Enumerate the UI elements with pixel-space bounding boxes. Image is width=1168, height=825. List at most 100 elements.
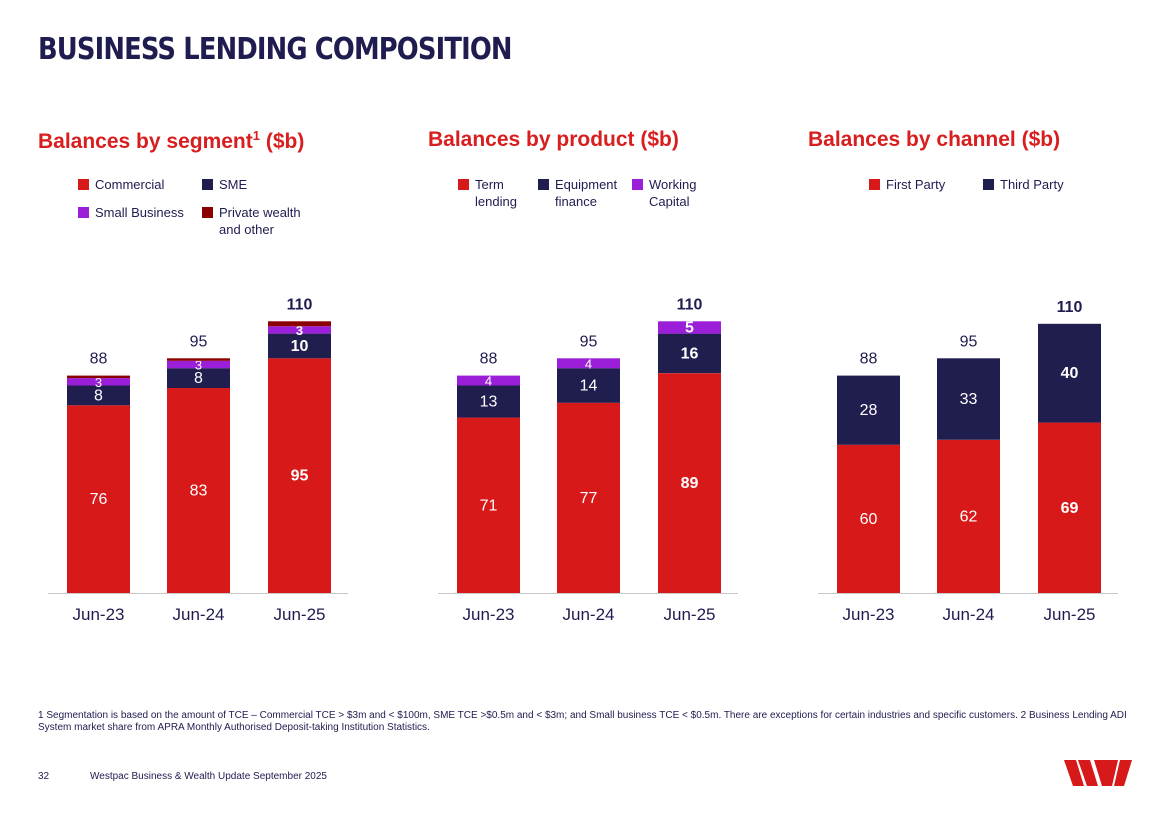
data-label-equipment-finance-jun-23: 13 xyxy=(480,394,498,411)
total-label-jun-25: 110 xyxy=(1057,299,1083,316)
data-label-sme-jun-24: 8 xyxy=(194,370,203,387)
product-chart-title: Balances by product ($b) xyxy=(428,128,679,151)
bar-commercial-jun-25 xyxy=(268,358,331,593)
page-title: BUSINESS LENDING COMPOSITION xyxy=(38,32,512,67)
bar-equipment-finance-jun-24 xyxy=(557,368,620,403)
legend-swatch-working-capital xyxy=(632,179,643,190)
bar-private-wealth-and-other-jun-23 xyxy=(67,375,130,379)
legend-swatch-commercial xyxy=(78,179,89,190)
data-label-commercial-jun-25: 95 xyxy=(291,468,309,485)
bar-working-capital-jun-23 xyxy=(457,375,520,386)
x-tick-label-jun-24: Jun-24 xyxy=(173,605,225,624)
data-label-first-party-jun-25: 69 xyxy=(1061,500,1079,517)
westpac-logo xyxy=(1064,760,1132,786)
total-label-jun-24: 95 xyxy=(960,333,978,350)
x-tick-label-jun-23: Jun-23 xyxy=(463,605,515,624)
bar-small-business-jun-23 xyxy=(67,378,130,386)
bar-small-business-jun-24 xyxy=(167,360,230,369)
total-label-jun-24: 95 xyxy=(580,333,598,350)
product-chart-panel: Balances by product ($b) Term lending Eq… xyxy=(428,120,788,640)
page-number: 32 xyxy=(38,771,50,782)
bar-first-party-jun-23 xyxy=(837,444,900,593)
legend-swatch-small-business xyxy=(78,207,89,218)
legend-swatch-private-wealth xyxy=(202,207,213,218)
legend-swatch-equipment-finance xyxy=(538,179,549,190)
bar-private-wealth-and-other-jun-24 xyxy=(167,358,230,361)
segment-chart-panel: Balances by segment1 ($b) Commercial SME… xyxy=(38,120,398,640)
bar-working-capital-jun-24 xyxy=(557,358,620,369)
legend-swatch-third-party xyxy=(983,179,994,190)
legend-label-sme: SME xyxy=(219,177,248,192)
total-label-jun-25: 110 xyxy=(287,296,313,313)
data-label-equipment-finance-jun-24: 14 xyxy=(580,378,598,395)
legend-label-term-lending: Term lending xyxy=(475,177,517,209)
bar-private-wealth-and-other-jun-25 xyxy=(268,321,331,327)
x-tick-label-jun-24: Jun-24 xyxy=(943,605,995,624)
bar-equipment-finance-jun-25 xyxy=(658,333,721,374)
bar-term-lending-jun-23 xyxy=(457,417,520,593)
bar-term-lending-jun-25 xyxy=(658,373,721,593)
bar-first-party-jun-24 xyxy=(937,439,1000,593)
x-tick-label-jun-25: Jun-25 xyxy=(664,605,716,624)
total-label-jun-24: 95 xyxy=(190,333,208,350)
bar-first-party-jun-25 xyxy=(1038,422,1101,593)
legend-label-private-wealth: Private wealth and other xyxy=(219,205,301,237)
bar-term-lending-jun-24 xyxy=(557,402,620,593)
bar-working-capital-jun-25 xyxy=(658,321,721,334)
legend-swatch-term-lending xyxy=(458,179,469,190)
bar-commercial-jun-23 xyxy=(67,405,130,593)
channel-chart-title: Balances by channel ($b) xyxy=(808,128,1061,151)
bar-small-business-jun-25 xyxy=(268,326,331,334)
x-tick-label-jun-25: Jun-25 xyxy=(274,605,326,624)
data-label-sme-jun-23: 8 xyxy=(94,387,103,404)
legend-label-working-capital: Working Capital xyxy=(649,177,697,209)
channel-chart-plot: 60 28 88 Jun-23 62 33 95 Jun-24 69 40 110 Jun-25 xyxy=(818,299,1118,624)
total-label-jun-23: 88 xyxy=(90,351,108,368)
bar-third-party-jun-24 xyxy=(937,358,1000,440)
data-label-term-lending-jun-23: 71 xyxy=(480,497,498,514)
data-label-third-party-jun-24: 33 xyxy=(960,391,978,408)
bar-third-party-jun-25 xyxy=(1038,323,1101,423)
data-label-commercial-jun-23: 76 xyxy=(90,491,108,508)
legend-label-first-party: First Party xyxy=(886,177,946,192)
data-label-small-business-jun-23: 3 xyxy=(95,375,102,390)
data-label-first-party-jun-23: 60 xyxy=(860,511,878,528)
data-label-working-capital-jun-24: 4 xyxy=(585,356,592,371)
data-label-working-capital-jun-25: 5 xyxy=(685,320,694,337)
data-label-equipment-finance-jun-25: 16 xyxy=(681,345,699,362)
data-label-first-party-jun-24: 62 xyxy=(960,508,978,525)
bar-sme-jun-23 xyxy=(67,385,130,406)
legend-label-equipment-finance: Equipment finance xyxy=(555,177,618,209)
bar-commercial-jun-24 xyxy=(167,388,230,593)
data-label-third-party-jun-25: 40 xyxy=(1061,365,1079,382)
bar-third-party-jun-23 xyxy=(837,375,900,445)
data-label-small-business-jun-24: 3 xyxy=(195,358,202,373)
document-name: Westpac Business & Wealth Update Septemb… xyxy=(90,771,327,782)
legend-swatch-first-party xyxy=(869,179,880,190)
total-label-jun-23: 88 xyxy=(860,351,878,368)
legend-label-third-party: Third Party xyxy=(1000,177,1064,192)
x-tick-label-jun-23: Jun-23 xyxy=(73,605,125,624)
bar-sme-jun-24 xyxy=(167,368,230,388)
total-label-jun-23: 88 xyxy=(480,351,498,368)
footnote: 1 Segmentation is based on the amount of… xyxy=(38,710,1127,733)
data-label-third-party-jun-23: 28 xyxy=(860,402,878,419)
legend-swatch-sme xyxy=(202,179,213,190)
data-label-term-lending-jun-24: 77 xyxy=(580,490,598,507)
legend-label-commercial: Commercial xyxy=(95,177,165,192)
total-label-jun-25: 110 xyxy=(677,296,703,313)
channel-chart-panel: Balances by channel ($b) First Party Thi… xyxy=(808,120,1168,640)
x-tick-label-jun-23: Jun-23 xyxy=(843,605,895,624)
segment-chart-title: Balances by segment1 ($b) xyxy=(38,128,305,153)
data-label-working-capital-jun-23: 4 xyxy=(485,374,492,389)
data-label-sme-jun-25: 10 xyxy=(291,338,309,355)
x-tick-label-jun-24: Jun-24 xyxy=(563,605,615,624)
data-label-commercial-jun-24: 83 xyxy=(190,483,208,500)
bar-sme-jun-25 xyxy=(268,333,331,359)
bar-equipment-finance-jun-23 xyxy=(457,385,520,418)
data-label-term-lending-jun-25: 89 xyxy=(681,475,699,492)
x-tick-label-jun-25: Jun-25 xyxy=(1044,605,1096,624)
data-label-small-business-jun-25: 3 xyxy=(296,323,303,338)
product-chart-plot: 71 13 4 88 Jun-23 77 14 4 95 Jun-24 89 16 5 110 Jun-25 xyxy=(438,296,738,624)
